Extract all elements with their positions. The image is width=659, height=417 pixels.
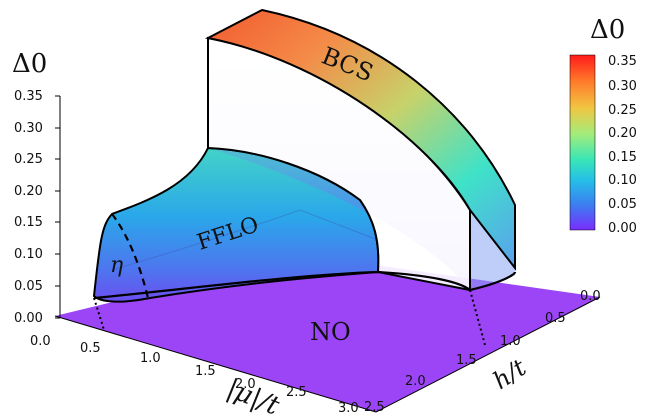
z-axis-label: Δ0 [12, 49, 47, 79]
z-tick-7: 0.35 [14, 89, 43, 104]
y-axis-label: h/t [488, 353, 531, 395]
x-tick-0: 0.0 [30, 334, 51, 349]
x-tick-2: 1.0 [140, 351, 161, 366]
z-tick-2: 0.10 [14, 247, 43, 262]
x-tick-5: 2.5 [286, 385, 307, 400]
z-tick-5: 0.25 [14, 152, 43, 167]
x-tick-6: 3.0 [338, 401, 359, 416]
z-tick-0: 0.00 [14, 311, 43, 326]
x-axis-ticks: 0.0 0.5 1.0 1.5 2.0 2.5 3.0 [30, 334, 359, 416]
colorbar-title: Δ0 [590, 15, 625, 45]
annotation-eta: η [110, 253, 123, 278]
x-tick-1: 0.5 [80, 341, 101, 356]
cbar-tick-3: 0.20 [608, 126, 637, 141]
cbar-tick-5: 0.10 [608, 173, 637, 188]
y-tick-4: 2.0 [405, 374, 426, 389]
x-tick-3: 1.5 [195, 364, 216, 379]
y-tick-2: 1.0 [500, 334, 521, 349]
y-tick-0: 0.0 [580, 289, 601, 304]
z-tick-6: 0.30 [14, 121, 43, 136]
y-tick-3: 1.5 [456, 353, 477, 368]
y-tick-5: 2.5 [364, 400, 385, 415]
z-axis-ticks: 0.00 0.05 0.10 0.15 0.20 0.25 0.30 0.35 [14, 89, 60, 326]
cbar-tick-2: 0.25 [608, 103, 637, 118]
cbar-tick-1: 0.30 [608, 79, 637, 94]
colorbar: Δ0 0.35 0.30 0.25 0.20 0.15 0.10 0.05 0.… [569, 15, 637, 236]
z-tick-1: 0.05 [14, 279, 43, 294]
cbar-tick-4: 0.15 [608, 150, 637, 165]
no-region-base [55, 255, 600, 412]
region-label-no: NO [310, 318, 351, 346]
z-tick-4: 0.20 [14, 184, 43, 199]
z-tick-3: 0.15 [14, 215, 43, 230]
bcs-top-ribbon [205, 8, 516, 271]
y-axis-ticks: 0.0 0.5 1.0 1.5 2.0 2.5 [364, 289, 601, 415]
x-tick-4: 2.0 [235, 377, 256, 392]
dotted-projection-left [93, 297, 105, 331]
y-tick-1: 0.5 [545, 311, 566, 326]
cbar-tick-0: 0.35 [608, 54, 637, 69]
cbar-tick-6: 0.05 [608, 197, 637, 212]
cbar-tick-7: 0.00 [608, 221, 637, 236]
bcs-wall-right [470, 210, 515, 290]
